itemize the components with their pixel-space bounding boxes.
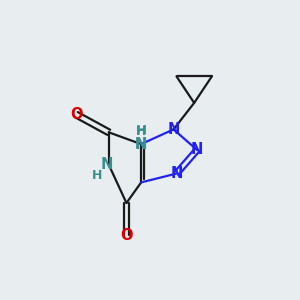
Text: N: N [191,142,203,158]
Text: N: N [167,122,180,137]
Text: H: H [136,125,146,138]
Text: O: O [120,228,133,243]
Text: H: H [92,169,102,182]
Text: O: O [70,107,82,122]
Text: H: H [136,124,147,137]
Text: N: N [101,157,113,172]
Text: N: N [170,166,183,181]
Text: N: N [135,136,147,152]
Text: N: N [135,136,147,152]
